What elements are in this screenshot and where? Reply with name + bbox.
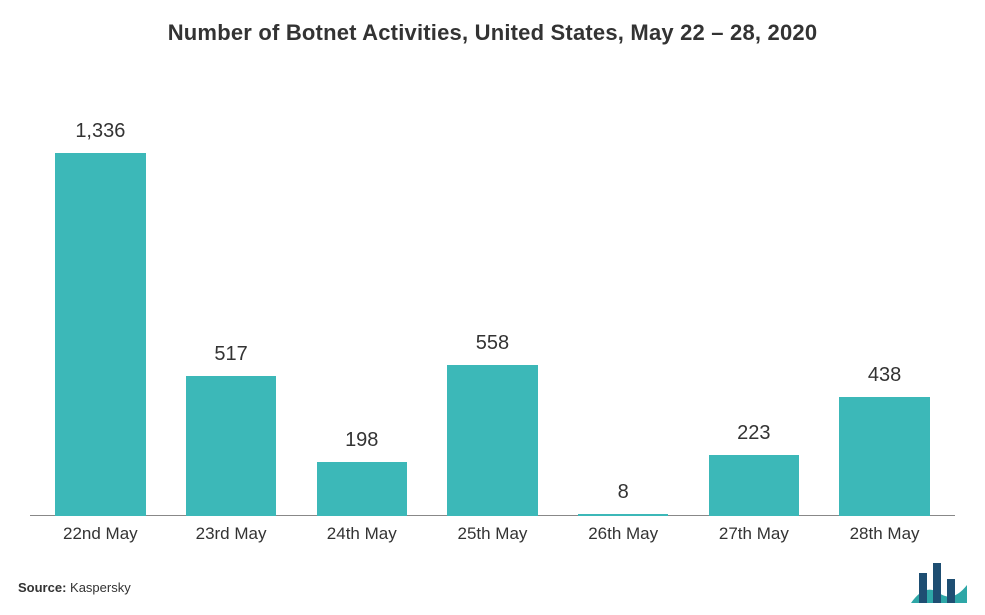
source-name: Kaspersky	[70, 580, 131, 595]
bar-group: 438	[825, 364, 944, 516]
bar-group: 1,336	[41, 120, 160, 516]
source-citation: Source: Kaspersky	[18, 580, 131, 595]
bar-value-label: 558	[476, 332, 509, 355]
chart-container: Number of Botnet Activities, United Stat…	[0, 0, 985, 615]
x-axis-label: 27th May	[694, 524, 813, 544]
source-label: Source:	[18, 580, 66, 595]
bar-value-label: 223	[737, 422, 770, 445]
bar	[317, 462, 407, 516]
bar	[578, 514, 668, 516]
bar	[447, 365, 537, 516]
x-axis-label: 25th May	[433, 524, 552, 544]
bar-value-label: 198	[345, 429, 378, 452]
x-axis-label: 22nd May	[41, 524, 160, 544]
bar-value-label: 517	[214, 343, 247, 366]
bar	[55, 153, 145, 516]
bar	[709, 455, 799, 516]
x-axis-label: 28th May	[825, 524, 944, 544]
bar-value-label: 8	[618, 481, 629, 504]
x-axis-labels: 22nd May 23rd May 24th May 25th May 26th May…	[30, 516, 955, 544]
logo-bar-icon	[947, 579, 955, 603]
bar-group: 198	[302, 429, 421, 516]
bar-group: 517	[172, 343, 291, 516]
bar-group: 8	[564, 481, 683, 516]
x-axis-label: 26th May	[564, 524, 683, 544]
x-axis-label: 24th May	[302, 524, 421, 544]
logo-bar-icon	[919, 573, 927, 603]
x-axis-label: 23rd May	[172, 524, 291, 544]
chart-plot-area: 1,336 517 198 558 8 223 438	[30, 86, 955, 516]
bar-value-label: 438	[868, 364, 901, 387]
chart-title: Number of Botnet Activities, United Stat…	[30, 20, 955, 46]
bar-group: 558	[433, 332, 552, 516]
logo-bar-icon	[933, 563, 941, 603]
bar-group: 223	[694, 422, 813, 516]
bar	[186, 376, 276, 516]
bar-value-label: 1,336	[75, 120, 125, 143]
brand-logo	[911, 563, 967, 603]
bar	[839, 397, 929, 516]
